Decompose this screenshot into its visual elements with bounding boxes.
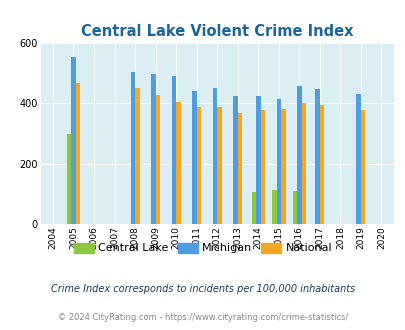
Bar <box>71 57 75 224</box>
Bar <box>276 99 280 224</box>
Text: Crime Index corresponds to incidents per 100,000 inhabitants: Crime Index corresponds to incidents per… <box>51 284 354 294</box>
Bar <box>360 110 364 224</box>
Bar <box>271 190 276 224</box>
Bar <box>66 134 71 224</box>
Bar <box>212 88 217 224</box>
Legend: Central Lake, Michigan, National: Central Lake, Michigan, National <box>69 238 336 258</box>
Bar <box>130 72 135 224</box>
Bar <box>280 109 285 224</box>
Bar <box>155 95 160 224</box>
Bar <box>171 76 176 224</box>
Text: © 2024 CityRating.com - https://www.cityrating.com/crime-statistics/: © 2024 CityRating.com - https://www.city… <box>58 313 347 322</box>
Bar <box>315 89 319 224</box>
Bar <box>292 191 296 224</box>
Bar <box>151 74 155 224</box>
Title: Central Lake Violent Crime Index: Central Lake Violent Crime Index <box>81 24 353 39</box>
Bar <box>75 83 80 224</box>
Bar <box>135 88 139 224</box>
Bar <box>232 96 237 224</box>
Bar <box>176 103 180 224</box>
Bar <box>256 96 260 224</box>
Bar <box>301 103 305 224</box>
Bar <box>217 107 221 224</box>
Bar <box>260 110 264 224</box>
Bar <box>192 91 196 224</box>
Bar <box>251 192 256 224</box>
Bar <box>196 107 201 224</box>
Bar <box>296 86 301 224</box>
Bar <box>319 105 324 224</box>
Bar <box>237 114 242 224</box>
Bar <box>356 94 360 224</box>
